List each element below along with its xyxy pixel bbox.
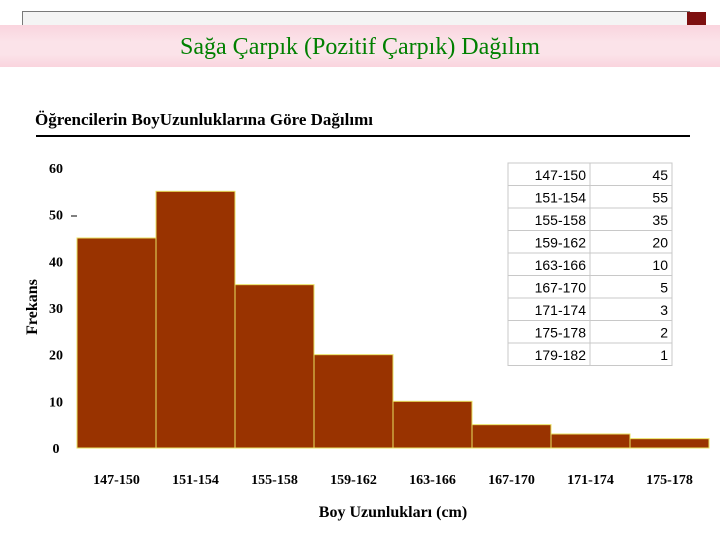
y-tick-label: 50 xyxy=(49,209,63,224)
table-cell-range: 147-150 xyxy=(535,167,587,183)
table-cell-frequency: 10 xyxy=(652,257,668,273)
x-tick-label: 151-154 xyxy=(172,473,219,488)
table-cell-frequency: 2 xyxy=(660,325,668,341)
x-tick-label: 167-170 xyxy=(488,473,535,488)
bar-167-170 xyxy=(471,424,552,449)
table-cell-range: 171-174 xyxy=(535,302,587,318)
table-cell-frequency: 45 xyxy=(652,167,668,183)
table-cell-frequency: 35 xyxy=(652,212,668,228)
y-tick-label: 60 xyxy=(49,162,63,177)
y-axis-label: Frekans xyxy=(24,279,41,335)
bar-159-162 xyxy=(313,354,394,449)
table-cell-range: 159-162 xyxy=(535,235,587,251)
title-band: Sağa Çarpık (Pozitif Çarpık) Dağılım xyxy=(0,25,720,67)
table-cell-frequency: 5 xyxy=(660,280,668,296)
y-tick-label: 10 xyxy=(49,395,63,410)
table-cell-range: 155-158 xyxy=(535,212,587,228)
x-tick-label: 163-166 xyxy=(409,473,456,488)
y-axis-ticks: 0 10 20 30 40 50 60 xyxy=(49,162,63,457)
x-tick-label: 175-178 xyxy=(646,473,693,488)
bar-171-174 xyxy=(550,433,631,449)
slide-title: Sağa Çarpık (Pozitif Çarpık) Dağılım xyxy=(180,33,540,60)
chart-subtitle: Öğrencilerin BoyUzunluklarına Göre Dağıl… xyxy=(35,110,373,129)
y-tick-label: 20 xyxy=(49,349,63,364)
table-cell-frequency: 20 xyxy=(652,235,668,251)
x-tick-label: 159-162 xyxy=(330,473,377,488)
y-tick-label: 40 xyxy=(49,255,63,270)
table-cell-frequency: 3 xyxy=(660,302,668,318)
bar-151-154 xyxy=(155,190,236,449)
table-cell-range: 175-178 xyxy=(535,325,587,341)
bar-175-178 xyxy=(629,438,710,449)
y-tick-label: 0 xyxy=(53,442,60,457)
x-tick-label: 155-158 xyxy=(251,473,298,488)
table-cell-range: 179-182 xyxy=(535,347,587,363)
subtitle-underline xyxy=(36,135,690,137)
table-cell-range: 163-166 xyxy=(535,257,587,273)
y-tick-label: 30 xyxy=(49,302,63,317)
table-cell-frequency: 1 xyxy=(660,347,668,363)
x-tick-label: 171-174 xyxy=(567,473,614,488)
x-tick-label: 147-150 xyxy=(93,473,140,488)
bar-147-150 xyxy=(76,237,157,449)
bar-163-166 xyxy=(392,400,473,449)
table-cell-frequency: 55 xyxy=(652,190,668,206)
table-cell-range: 167-170 xyxy=(535,280,587,296)
x-axis-label: Boy Uzunlukları (cm) xyxy=(319,504,467,521)
x-axis-ticks: 147-150 151-154 155-158 159-162 163-166 167-1… xyxy=(93,473,693,488)
bars-group xyxy=(76,190,710,449)
bar-155-158 xyxy=(234,284,315,449)
table-cell-range: 151-154 xyxy=(535,190,587,206)
